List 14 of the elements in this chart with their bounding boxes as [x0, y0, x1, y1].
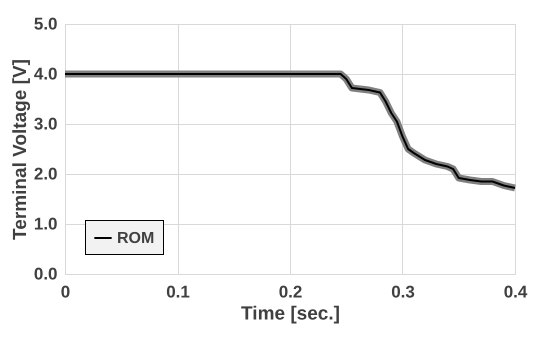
- x-tick-label: 0: [60, 282, 70, 302]
- y-tick-label: 0.0: [34, 264, 58, 284]
- x-axis-title: Time [sec.]: [241, 304, 340, 324]
- x-tick-label: 0.4: [504, 282, 528, 302]
- x-tick-label: 0.3: [391, 282, 415, 302]
- y-tick-label: 3.0: [34, 114, 58, 134]
- y-tick-label: 5.0: [34, 14, 58, 34]
- legend-label: ROM: [117, 230, 154, 247]
- y-tick-label: 2.0: [34, 164, 58, 184]
- y-axis-title: Terminal Voltage [V]: [10, 59, 31, 240]
- y-tick-label: 1.0: [34, 214, 58, 234]
- x-tick-label: 0.1: [166, 282, 190, 302]
- x-tick-label: 0.2: [278, 282, 302, 302]
- y-tick-label: 4.0: [34, 64, 58, 84]
